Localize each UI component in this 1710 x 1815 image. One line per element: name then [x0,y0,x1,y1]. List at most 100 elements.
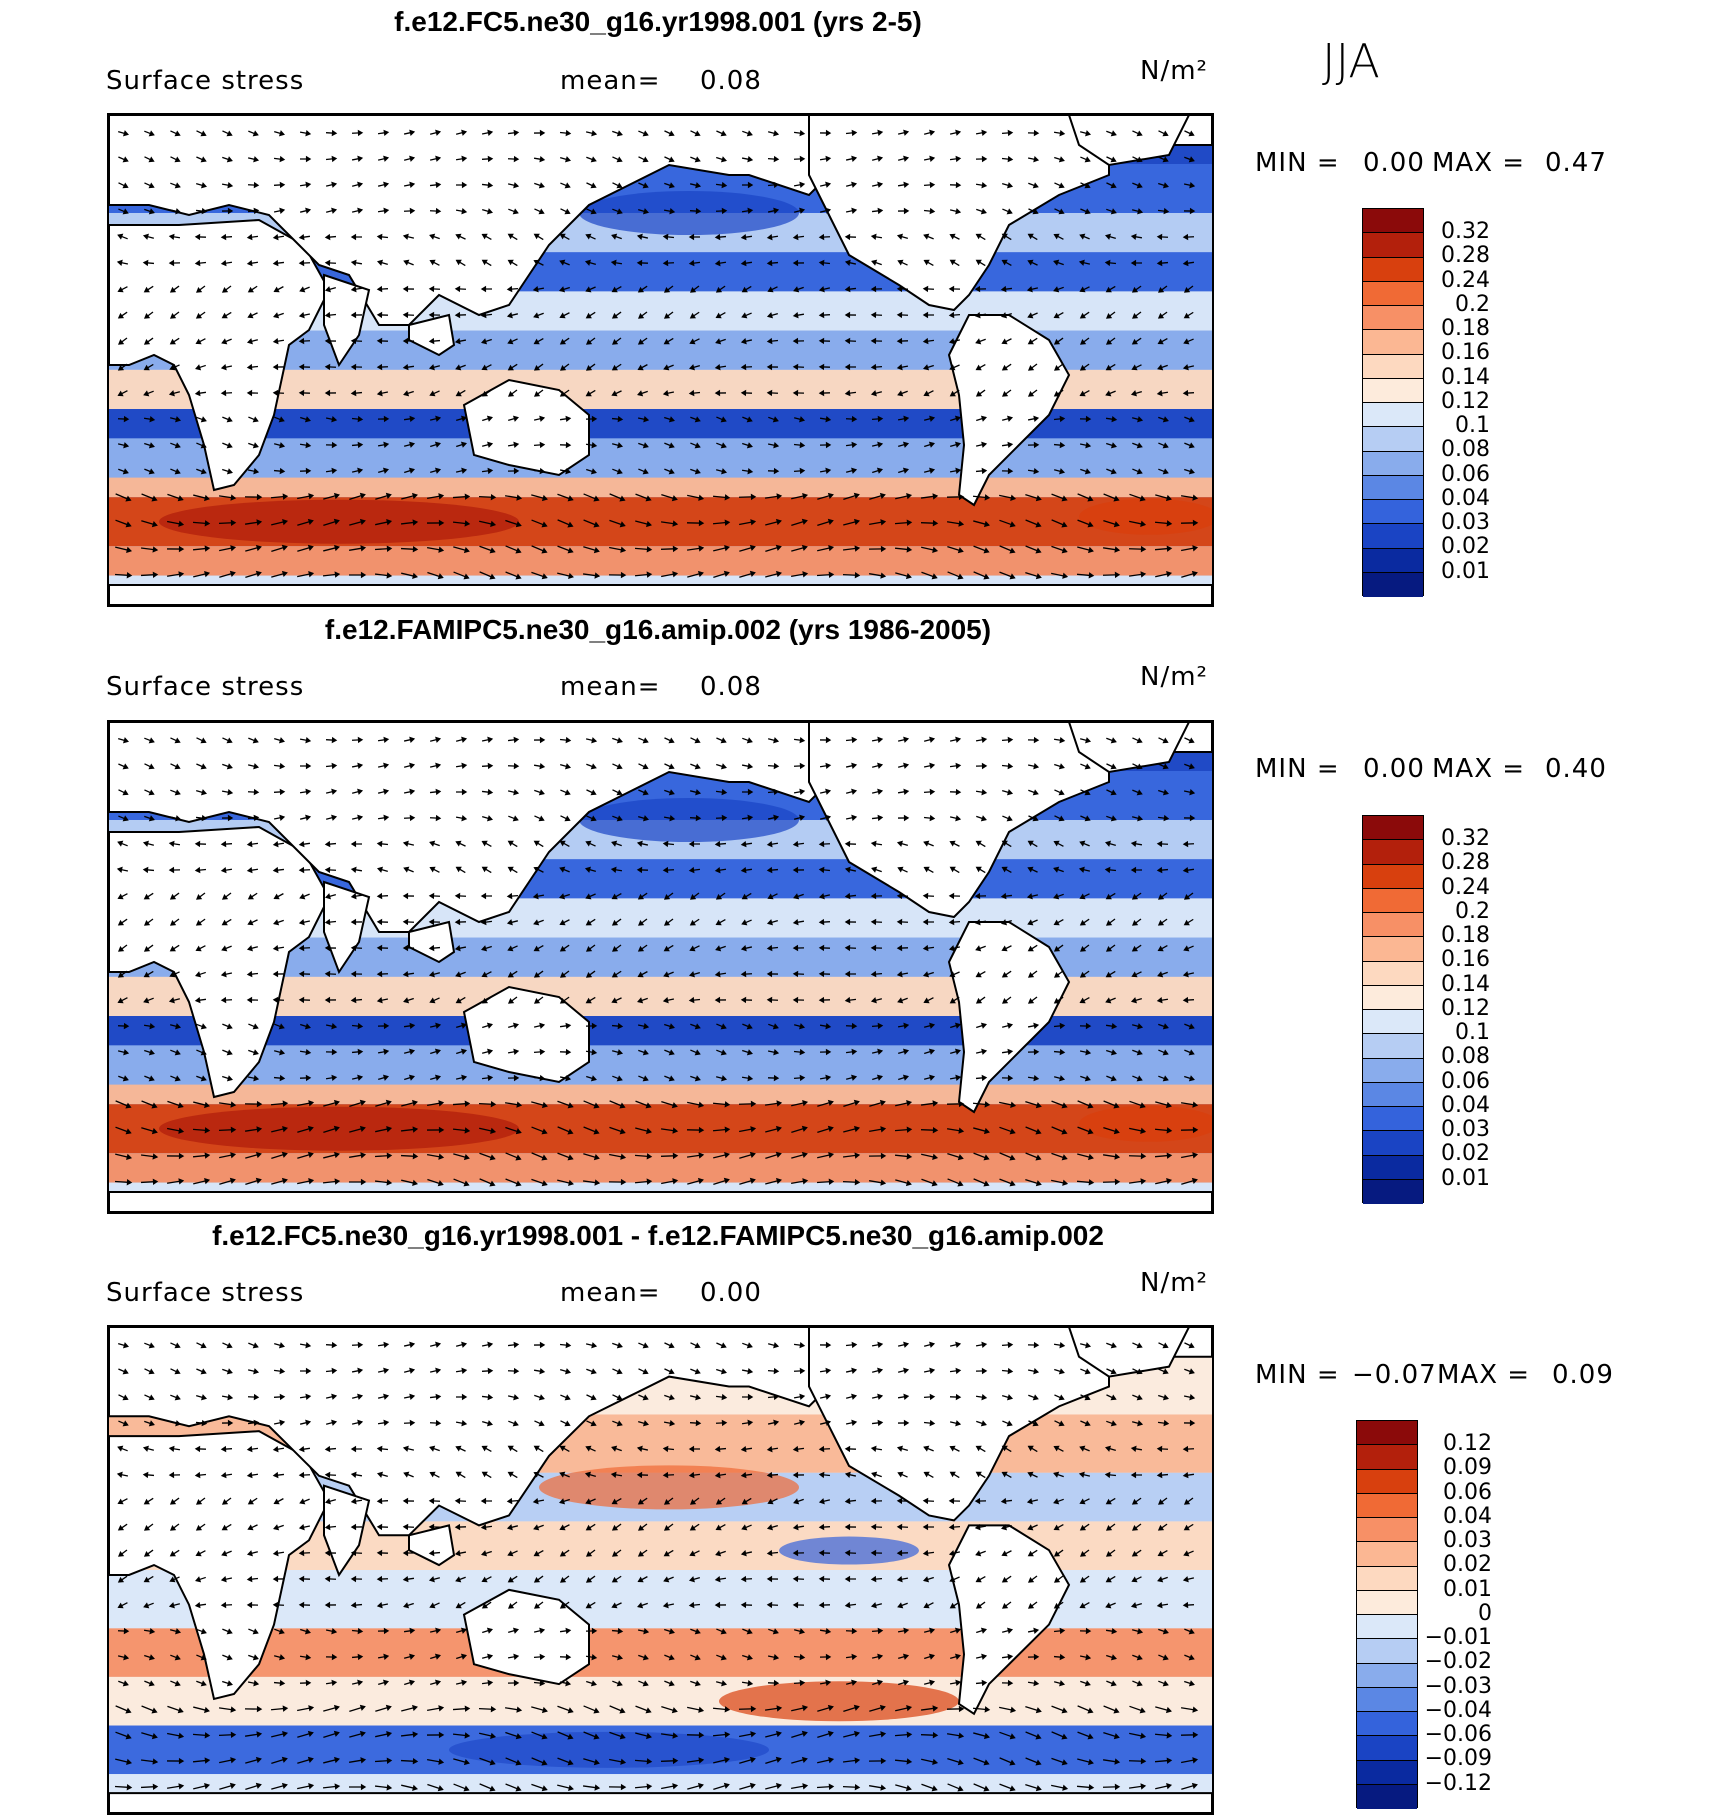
colorbar-label: 0.1 [1455,1020,1490,1045]
colorbar-label: −0.06 [1424,1722,1492,1747]
panel-1-colorbar [1362,208,1424,597]
colorbar-label: 0.28 [1441,850,1490,876]
colorbar-label: 0.14 [1441,971,1490,997]
panel-1-map [107,113,1214,607]
colorbar-swatch [1357,1639,1417,1664]
panel-2-mean-label: mean= [560,672,661,702]
colorbar-label: 0.03 [1443,1528,1492,1553]
colorbar-label: −0.12 [1424,1770,1492,1796]
panel-2-mean-value: 0.08 [700,672,762,702]
colorbar-swatch [1357,1760,1417,1785]
colorbar-label: 0.03 [1441,1117,1490,1142]
colorbar-label: 0.16 [1441,340,1490,366]
colorbar-swatch [1357,1736,1417,1761]
colorbar-swatch [1363,864,1423,889]
colorbar-swatch [1363,524,1423,549]
panel-1-mean-value: 0.08 [700,66,762,96]
colorbar-swatch [1363,937,1423,962]
colorbar-swatch [1363,548,1423,573]
panel-1-units: N/m² [1140,56,1208,86]
colorbar-swatch [1363,233,1423,258]
panel-2-variable: Surface stress [106,672,305,702]
colorbar-label: 0.14 [1441,364,1490,390]
colorbar-label: 0.08 [1441,437,1490,463]
colorbar-label: 0.01 [1443,1576,1492,1602]
colorbar-label: 0.02 [1441,534,1490,560]
colorbar-swatch [1363,1155,1423,1180]
panel-3-min-value: −0.07 [1352,1360,1437,1390]
panel-1-mean-label: mean= [560,66,661,96]
colorbar-swatch [1363,378,1423,403]
colorbar-label: 0.06 [1441,1068,1490,1094]
panel-3-variable: Surface stress [106,1278,305,1308]
colorbar-label: 0.2 [1455,898,1490,924]
colorbar-swatch [1357,1566,1417,1591]
colorbar-swatch [1363,1082,1423,1107]
colorbar-label: 0.2 [1455,291,1490,317]
colorbar-label: 0.01 [1441,558,1490,584]
colorbar-label: −0.02 [1424,1649,1492,1675]
panel-3-max-label: MAX = [1437,1360,1531,1390]
colorbar-label: 0.12 [1441,995,1490,1021]
colorbar-swatch [1363,306,1423,331]
colorbar-swatch [1363,451,1423,476]
colorbar-swatch [1363,475,1423,500]
colorbar-swatch [1357,1784,1417,1809]
colorbar-swatch [1363,1058,1423,1083]
colorbar-swatch [1363,1034,1423,1059]
colorbar-swatch [1363,572,1423,597]
colorbar-label: 0.03 [1441,510,1490,535]
colorbar-swatch [1363,427,1423,452]
colorbar-swatch [1363,1010,1423,1035]
colorbar-label: −0.09 [1424,1746,1492,1772]
colorbar-swatch [1363,1179,1423,1204]
panel-3-min-label: MIN = [1255,1360,1340,1390]
colorbar-label: 0.04 [1441,485,1490,511]
colorbar-swatch [1357,1469,1417,1494]
colorbar-swatch [1363,985,1423,1010]
colorbar-swatch [1363,330,1423,355]
panel-2-colorbar-labels: 0.32 0.28 0.24 0.2 0.18 0.16 0.14 0.12 0.1 0.08 0.… [1400,827,1500,1207]
colorbar-label: 0.32 [1441,219,1490,244]
panel-3-mean-label: mean= [560,1278,661,1308]
colorbar-label: −0.01 [1424,1625,1492,1650]
panel-3-max-value: 0.09 [1552,1360,1614,1390]
colorbar-label: 0.32 [1441,826,1490,851]
colorbar-label: 0.28 [1441,243,1490,269]
colorbar-label: 0.01 [1441,1165,1490,1191]
panel-2-colorbar [1362,815,1424,1204]
colorbar-swatch [1357,1445,1417,1470]
colorbar-swatch [1363,1107,1423,1132]
colorbar-label: 0.18 [1441,316,1490,341]
colorbar-swatch [1357,1663,1417,1688]
colorbar-label: 0.24 [1441,267,1490,293]
panel-1-variable: Surface stress [106,66,305,96]
colorbar-swatch [1363,354,1423,379]
colorbar-swatch [1357,1518,1417,1543]
colorbar-swatch [1357,1687,1417,1712]
colorbar-swatch [1363,913,1423,938]
colorbar-label: 0.06 [1441,461,1490,487]
colorbar-label: 0.02 [1443,1552,1492,1578]
colorbar-label: 0.09 [1443,1455,1492,1481]
panel-2-field [109,722,1212,1212]
colorbar-swatch [1357,1421,1417,1446]
colorbar-swatch [1363,816,1423,841]
colorbar-swatch [1363,840,1423,865]
panel-2-max-label: MAX = [1432,754,1526,784]
colorbar-swatch [1363,961,1423,986]
colorbar-swatch [1363,500,1423,525]
colorbar-label: 0.04 [1441,1092,1490,1118]
colorbar-swatch [1357,1590,1417,1615]
panel-3-colorbar [1356,1420,1418,1809]
panel-3-colorbar-labels: 0.12 0.09 0.06 0.04 0.03 0.02 0.01 0 −0.01 −0.02−… [1402,1432,1502,1812]
colorbar-swatch [1363,257,1423,282]
colorbar-label: 0.18 [1441,923,1490,948]
colorbar-label: 0.16 [1441,947,1490,973]
panel-2-map [107,720,1214,1214]
panel-2-max-value: 0.40 [1545,754,1607,784]
colorbar-label: −0.04 [1424,1697,1492,1723]
colorbar-label: 0.12 [1443,1431,1492,1456]
colorbar-label: −0.03 [1424,1673,1492,1699]
panel-2-min-value: 0.00 [1363,754,1425,784]
